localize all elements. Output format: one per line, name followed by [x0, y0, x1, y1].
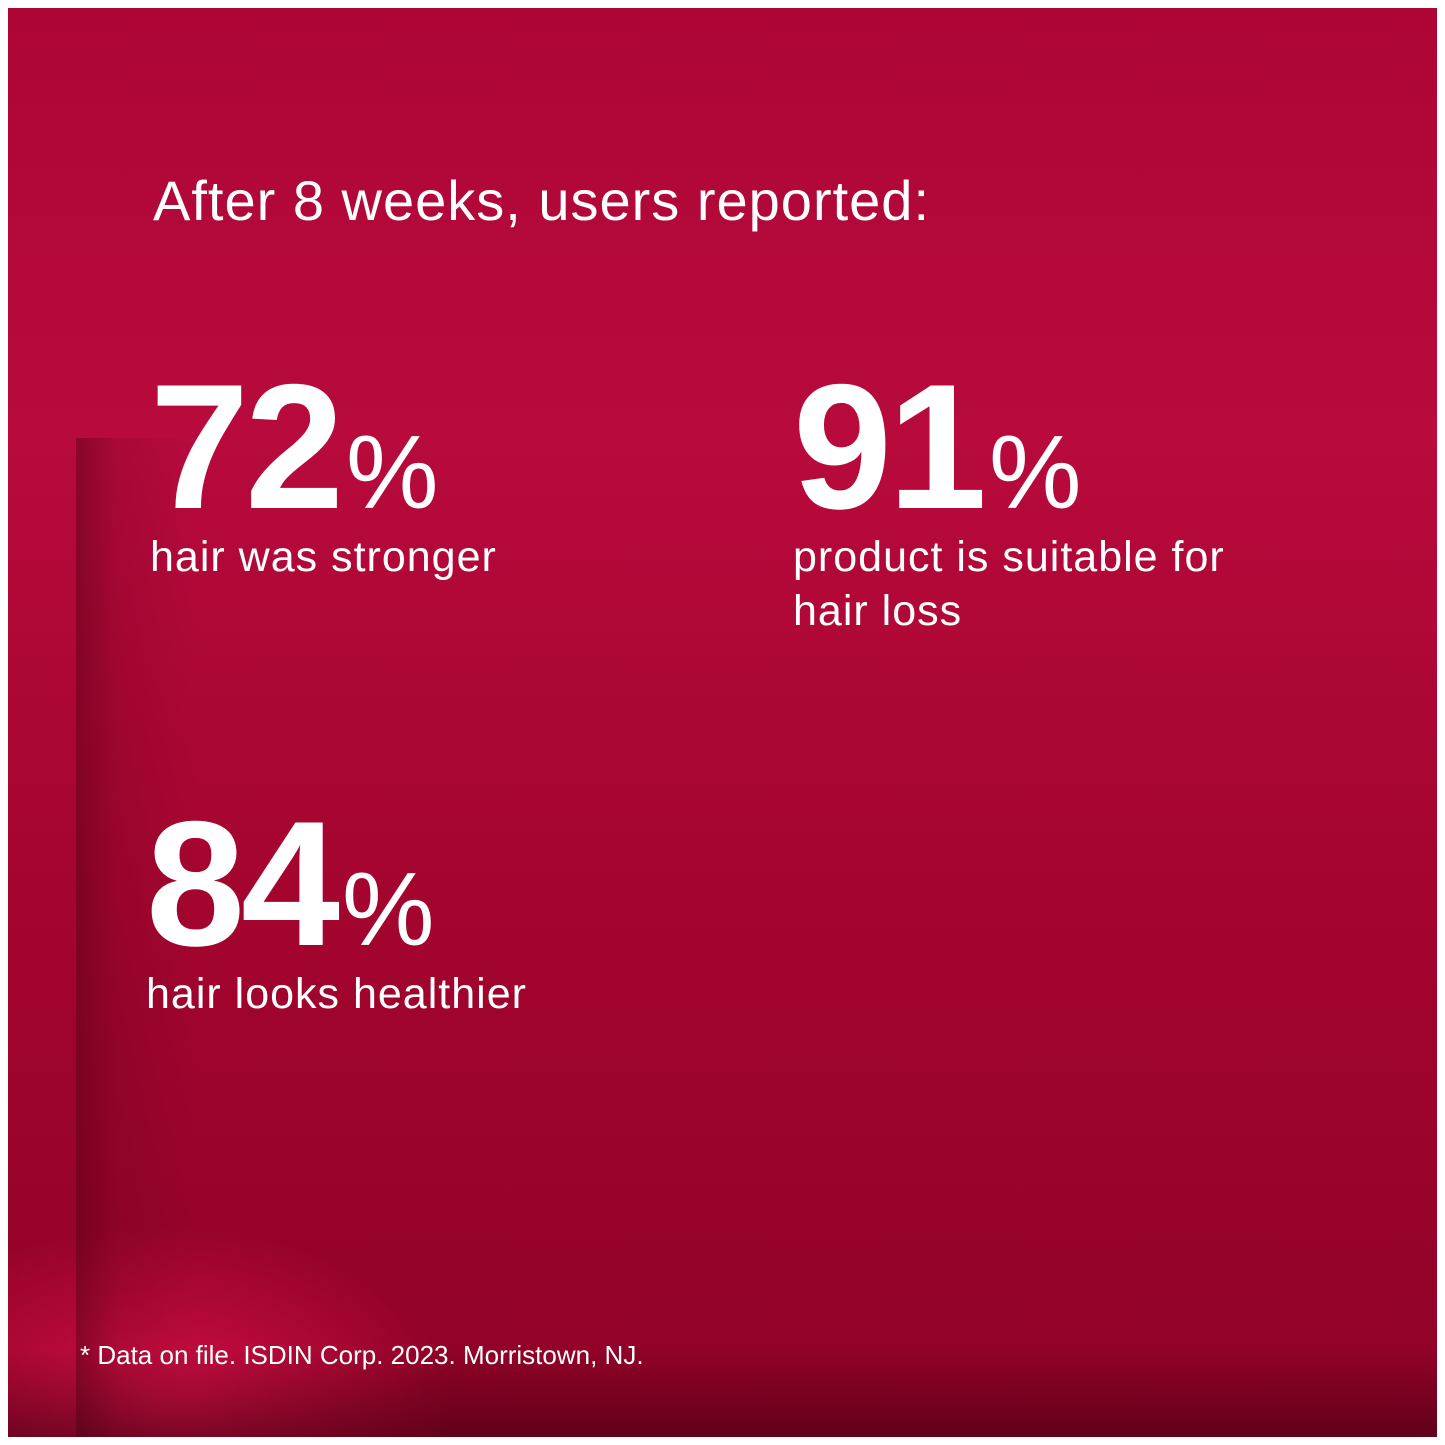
footnote: * Data on file. ISDIN Corp. 2023. Morris… [80, 1340, 644, 1370]
stat: 72% hair was stronger [150, 358, 610, 584]
stat: 84% hair looks healthier [146, 795, 606, 1021]
stat-label: hair looks healthier [146, 970, 527, 1018]
title: After 8 weeks, users reported: [153, 169, 931, 232]
background-shadow [76, 438, 1437, 1437]
stat-label: product is suitable for hair loss [793, 533, 1225, 635]
stat-figure: 84% [146, 795, 606, 973]
stat: 91% product is suitable for hair loss [793, 358, 1253, 638]
panel: After 8 weeks, users reported: 72% hair … [8, 8, 1437, 1437]
stat-unit: % [342, 852, 435, 968]
stat-unit: % [989, 415, 1082, 531]
stat-value: 72 [150, 347, 344, 546]
stat-label: hair was stronger [150, 533, 497, 581]
stat-figure: 72% [150, 358, 610, 536]
stat-value: 84 [146, 784, 340, 983]
stat-value: 91 [793, 347, 987, 546]
stat-figure: 91% [793, 358, 1253, 536]
stat-unit: % [346, 415, 439, 531]
background-shade [8, 1348, 1437, 1437]
